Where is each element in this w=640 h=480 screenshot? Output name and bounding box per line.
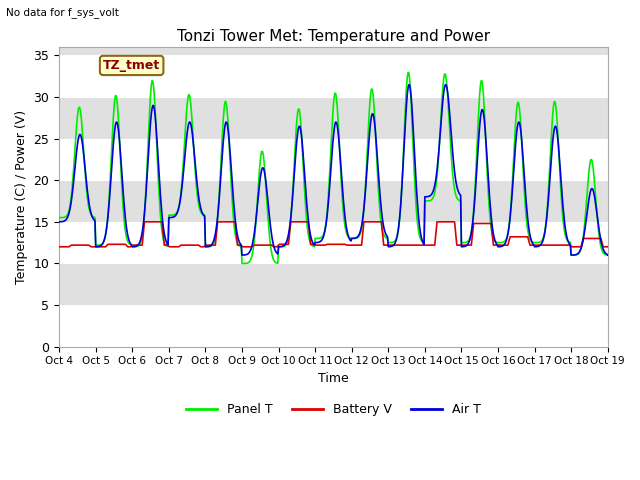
Text: TZ_tmet: TZ_tmet	[103, 59, 160, 72]
Bar	[59, 305, 608, 347]
Bar	[59, 139, 608, 180]
Legend: Panel T, Battery V, Air T: Panel T, Battery V, Air T	[181, 398, 486, 421]
Bar	[59, 55, 608, 97]
X-axis label: Time: Time	[318, 372, 349, 385]
Title: Tonzi Tower Met: Temperature and Power: Tonzi Tower Met: Temperature and Power	[177, 29, 490, 44]
Text: No data for f_sys_volt: No data for f_sys_volt	[6, 7, 119, 18]
Bar	[59, 222, 608, 264]
Y-axis label: Temperature (C) / Power (V): Temperature (C) / Power (V)	[15, 110, 28, 284]
